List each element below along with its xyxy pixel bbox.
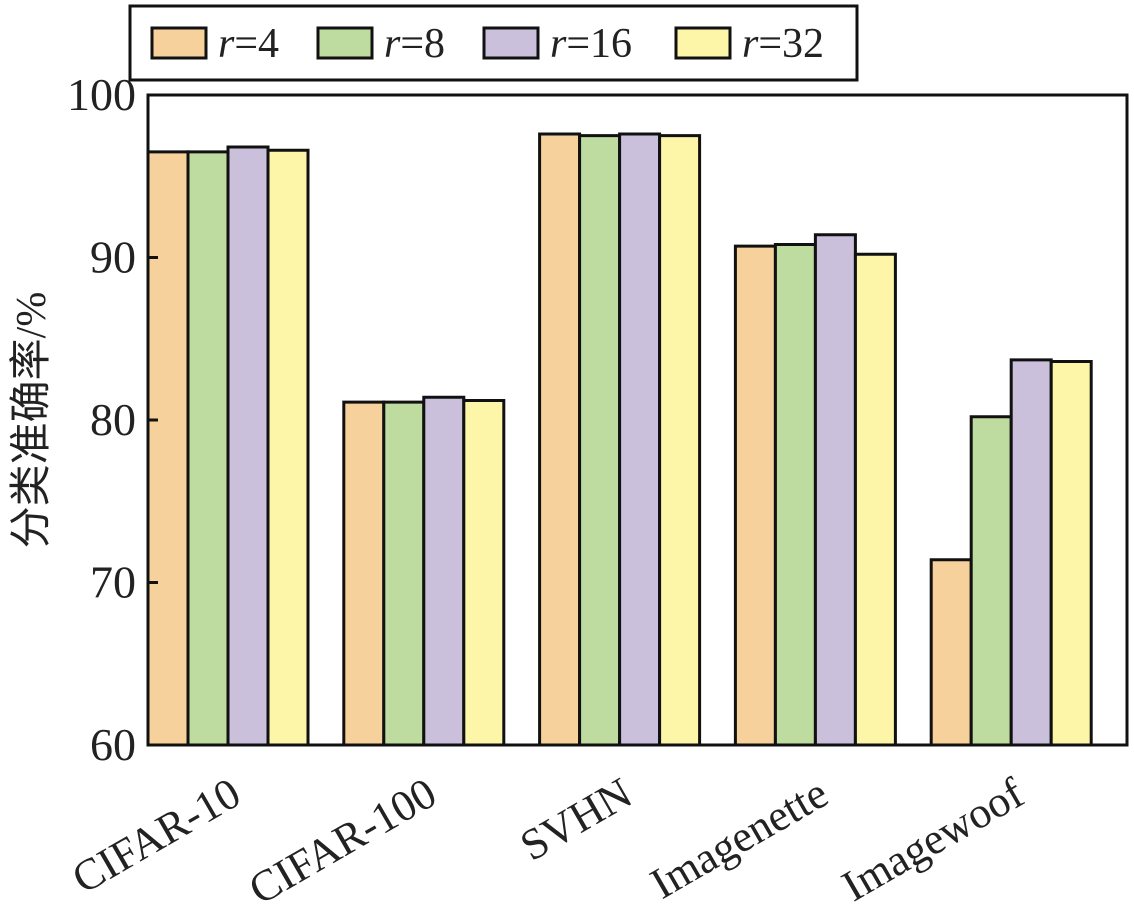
- bar-Imagewoof-r=8: [969, 415, 1013, 747]
- bar-CIFAR-100-r=4: [342, 400, 386, 747]
- bar-CIFAR-10-r=4: [146, 150, 190, 747]
- bar-Imagewoof-r=32: [1049, 360, 1093, 747]
- legend-swatch-r=16: [482, 26, 540, 60]
- bar-CIFAR-100-r=8: [382, 400, 426, 747]
- y-tick-label: 70: [90, 557, 136, 608]
- legend-swatch-r=4: [150, 26, 208, 60]
- x-tick-label: CIFAR-10: [64, 768, 249, 903]
- x-tick-label: Imagewoof: [834, 768, 1032, 911]
- bar-SVHN-r=16: [618, 132, 662, 747]
- x-tick-label: Imagenette: [642, 768, 836, 908]
- bar-CIFAR-10-r=32: [266, 148, 310, 747]
- legend-label-r=16: r=16: [550, 21, 632, 67]
- legend-label-r=8: r=8: [384, 21, 445, 67]
- x-tick-label: SVHN: [512, 768, 640, 870]
- y-tick-label: 90: [90, 232, 136, 283]
- bar-Imagewoof-r=16: [1009, 358, 1053, 747]
- y-axis-label: 分类准确率/%: [8, 292, 55, 549]
- bar-Imagenette-r=8: [773, 243, 817, 747]
- bar-CIFAR-100-r=16: [422, 395, 466, 747]
- bar-CIFAR-10-r=8: [186, 150, 230, 747]
- bar-Imagenette-r=32: [853, 252, 897, 747]
- legend-label-r=32: r=32: [742, 21, 824, 67]
- bar-CIFAR-100-r=32: [462, 399, 506, 747]
- legend-swatch-r=8: [316, 26, 374, 60]
- bar-CIFAR-10-r=16: [226, 145, 270, 747]
- bar-Imagenette-r=16: [813, 233, 857, 747]
- x-tick-label: CIFAR-100: [241, 768, 445, 911]
- bar-SVHN-r=4: [538, 132, 582, 747]
- y-tick-label: 100: [67, 69, 136, 120]
- bar-SVHN-r=8: [578, 134, 622, 747]
- bar-SVHN-r=32: [658, 134, 702, 747]
- legend-swatch-r=32: [674, 26, 732, 60]
- bar-Imagewoof-r=4: [929, 558, 973, 747]
- legend-label-r=4: r=4: [218, 21, 279, 67]
- bar-Imagenette-r=4: [733, 244, 777, 747]
- y-tick-label: 60: [90, 719, 136, 770]
- y-tick-label: 80: [90, 394, 136, 445]
